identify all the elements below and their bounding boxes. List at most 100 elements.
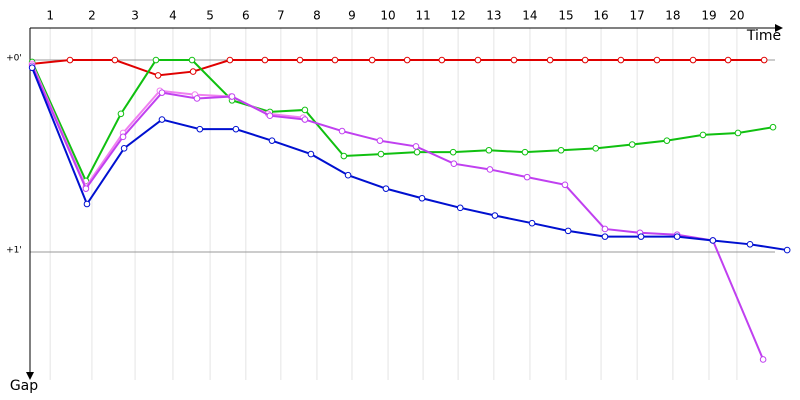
data-point [196, 125, 204, 133]
data-point [521, 148, 529, 156]
data-point [152, 56, 160, 64]
data-point [564, 227, 572, 235]
data-point [601, 233, 609, 240]
series-line [32, 59, 765, 77]
data-point [546, 56, 554, 64]
x-tick-label: 8 [313, 9, 321, 23]
data-point [413, 148, 421, 156]
x-tick-label: 16 [593, 9, 608, 23]
x-tick-label: 9 [348, 9, 356, 23]
x-tick-label: 14 [522, 9, 537, 23]
x-tick-label: 18 [665, 9, 680, 23]
data-point [193, 95, 201, 102]
x-tick-label: 3 [131, 9, 139, 23]
data-point [83, 200, 91, 208]
data-point [158, 116, 166, 123]
x-tick-label: 5 [206, 9, 214, 23]
data-point [449, 148, 457, 156]
data-point [474, 56, 482, 64]
series-line [31, 59, 774, 184]
data-point [450, 160, 458, 167]
data-point [485, 146, 493, 154]
data-point [382, 185, 390, 192]
data-point [491, 212, 499, 219]
data-point [557, 146, 565, 154]
data-point [338, 127, 346, 135]
data-point [189, 68, 197, 75]
data-point [510, 56, 518, 64]
x-axis-label: Time [746, 28, 781, 44]
data-point [653, 56, 661, 64]
data-point [120, 145, 128, 152]
data-point [261, 56, 269, 64]
data-point [82, 185, 90, 192]
data-point [66, 56, 74, 64]
data-point [699, 131, 707, 139]
x-tick-label: 2 [88, 9, 96, 23]
data-point [561, 181, 569, 189]
data-point [581, 56, 589, 64]
x-tick-label: 20 [729, 9, 744, 23]
data-point [663, 137, 671, 144]
y-tick-label: +0' [6, 54, 22, 64]
x-tick-label: 13 [486, 9, 501, 23]
x-axis-arrow [775, 24, 783, 32]
data-point [111, 56, 119, 64]
data-point [154, 72, 162, 79]
series-line [31, 65, 765, 360]
data-point [617, 56, 625, 64]
data-point [368, 56, 376, 64]
data-point [783, 246, 791, 254]
y-axis-arrow [26, 372, 34, 380]
data-point [28, 64, 36, 72]
data-point [226, 56, 234, 64]
data-point [377, 150, 385, 158]
data-point [344, 171, 352, 179]
x-tick-label: 1 [46, 9, 54, 23]
data-point [746, 241, 754, 248]
series-line [31, 67, 788, 252]
data-point [592, 145, 600, 152]
y-axis-label: Gap [10, 378, 38, 394]
data-point [523, 173, 531, 181]
data-point [117, 110, 125, 118]
data-point [760, 56, 768, 64]
data-point [601, 225, 609, 233]
x-tick-label: 10 [380, 9, 395, 23]
data-point [759, 356, 767, 363]
data-point [637, 233, 645, 240]
data-point [340, 152, 348, 160]
data-point [331, 56, 339, 64]
x-tick-label: 12 [450, 9, 465, 23]
data-point [628, 141, 636, 148]
data-point [403, 56, 411, 64]
data-point [734, 129, 742, 137]
x-tick-label: 11 [415, 9, 430, 23]
y-tick-label: +1' [6, 245, 22, 255]
data-point [438, 56, 446, 64]
data-point [232, 125, 240, 133]
data-point [418, 194, 426, 202]
data-point [486, 166, 494, 173]
x-tick-label: 19 [701, 9, 716, 23]
x-tick-label: 4 [169, 9, 177, 23]
data-point [301, 116, 309, 123]
data-point [188, 56, 196, 64]
data-point [456, 204, 464, 212]
data-point [301, 106, 309, 114]
data-point [376, 137, 384, 144]
data-point [158, 89, 166, 96]
data-point [689, 56, 697, 64]
data-point [307, 150, 315, 158]
data-point [528, 219, 536, 227]
data-point [268, 137, 276, 144]
data-point [119, 133, 127, 141]
data-point [724, 56, 732, 64]
x-tick-label: 17 [630, 9, 645, 23]
x-tick-label: 15 [558, 9, 573, 23]
x-tick-label: 6 [242, 9, 250, 23]
data-point [266, 112, 274, 120]
data-point [673, 233, 681, 240]
data-point [228, 93, 236, 100]
